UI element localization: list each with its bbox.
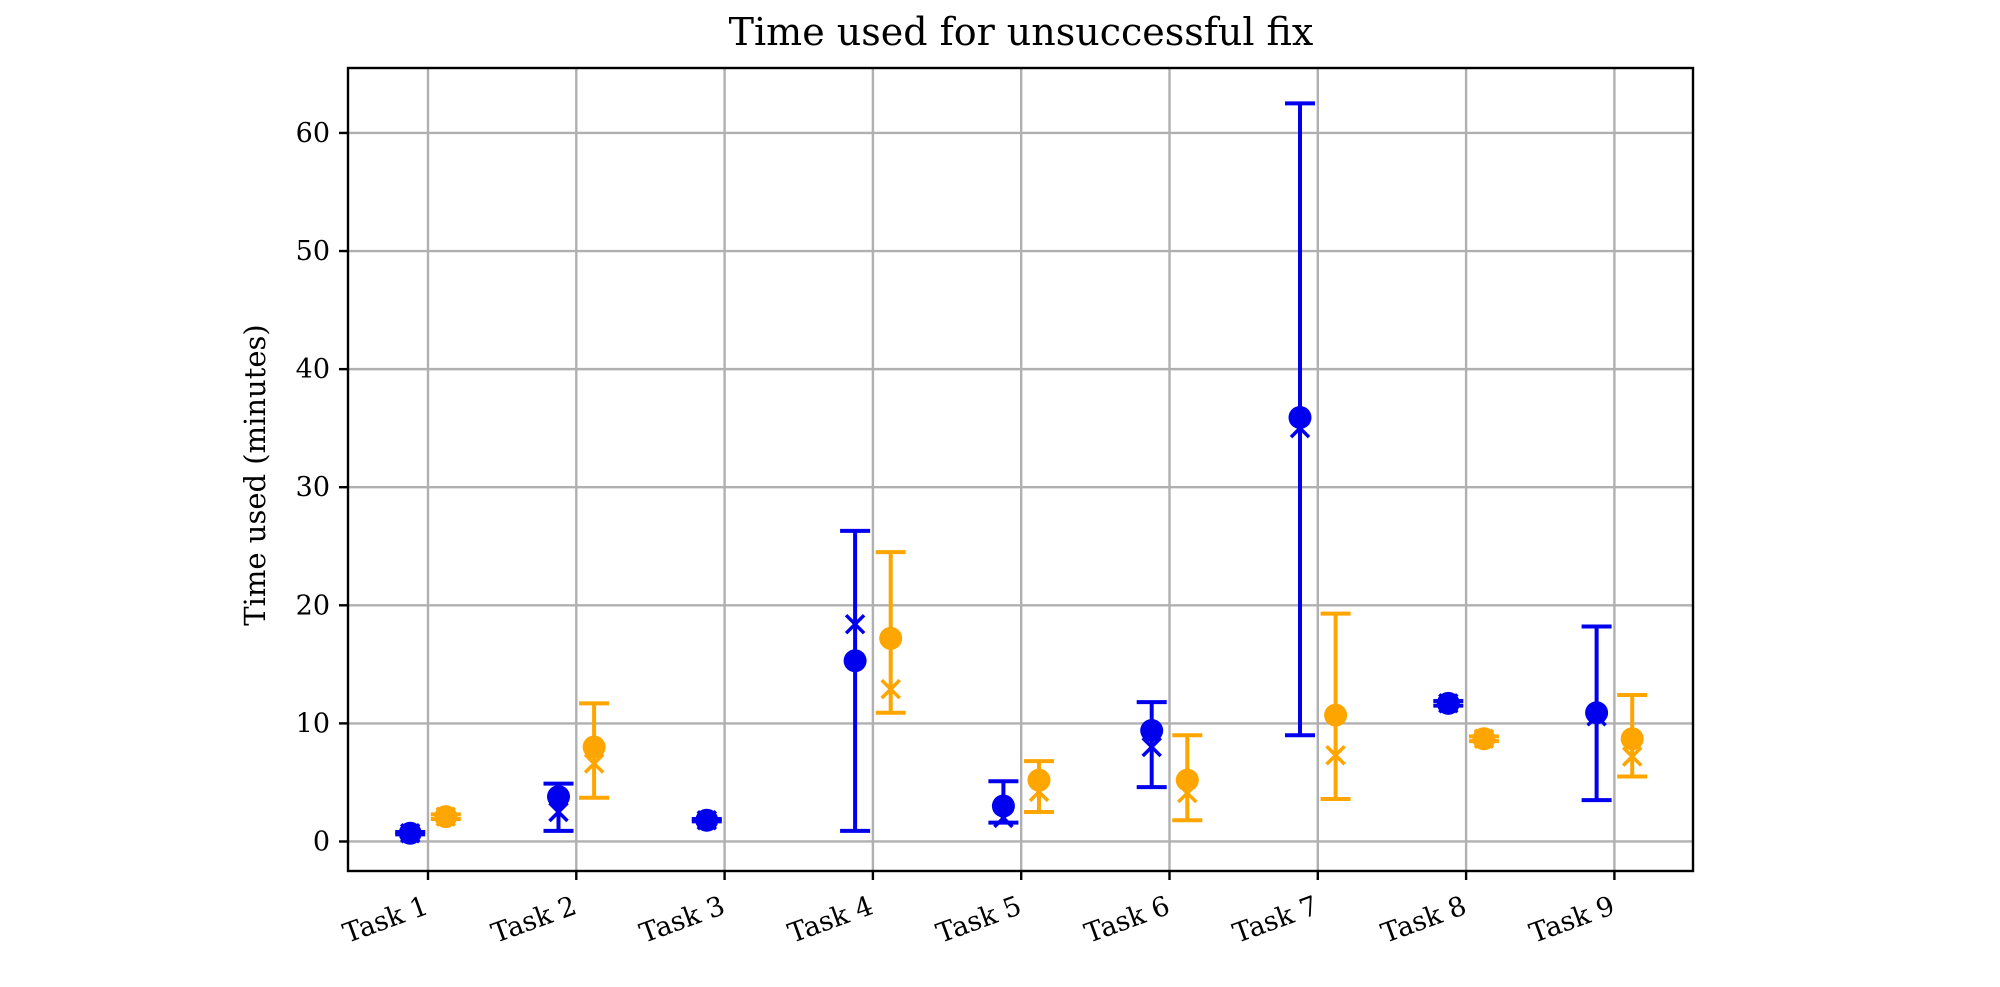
mean-marker: [398, 821, 422, 845]
mean-marker: [1324, 703, 1348, 727]
x-tick-label: Task 5: [932, 890, 1025, 949]
y-tick-label: 40: [296, 354, 330, 385]
median-marker: [1141, 736, 1162, 758]
mean-marker: [434, 805, 458, 829]
series-2: [430, 550, 1648, 829]
mean-marker: [1288, 406, 1312, 430]
series-layer: [395, 101, 1648, 845]
x-tick-label: Task 8: [1377, 890, 1470, 949]
x-tick-label: Task 6: [1081, 890, 1174, 949]
mean-marker: [1140, 718, 1164, 742]
median-marker: [880, 678, 901, 700]
x-tick-label: Task 9: [1525, 890, 1618, 949]
mean-marker: [843, 649, 867, 673]
median-marker: [583, 753, 605, 774]
mean-marker: [1175, 768, 1199, 792]
y-tick-label: 60: [296, 118, 330, 149]
median-marker: [1325, 745, 1346, 766]
y-tick-label: 0: [313, 826, 330, 857]
mean-marker: [1620, 727, 1644, 751]
grid: [348, 68, 1693, 871]
mean-marker: [879, 626, 903, 650]
x-tick-label: Task 7: [1229, 890, 1322, 949]
mean-marker: [582, 735, 606, 759]
x-tick-label: Task 4: [784, 890, 877, 949]
mean-marker: [1436, 691, 1460, 715]
median-marker: [1621, 746, 1643, 767]
axis-ticks: 0 10 20 30 40 50 60 Task 1 Task 2 Task 3 Task 4 Tas…: [296, 118, 1619, 950]
y-tick-label: 50: [296, 236, 330, 267]
x-tick-label: Task 3: [636, 890, 729, 949]
y-tick-label: 10: [296, 708, 330, 739]
x-tick-label: Task 2: [487, 890, 580, 949]
mean-marker: [547, 785, 571, 809]
mean-marker: [1472, 727, 1496, 751]
mean-marker: [1585, 701, 1609, 725]
y-tick-label: 30: [296, 472, 330, 503]
mean-marker: [991, 794, 1015, 818]
chart-title: Time used for unsuccessful fix: [729, 10, 1314, 54]
mean-marker: [1027, 768, 1051, 792]
series-1: [395, 101, 1612, 845]
mean-marker: [695, 808, 719, 832]
x-tick-label: Task 1: [339, 890, 432, 949]
median-marker: [844, 613, 866, 635]
y-axis-label: Time used (minutes): [238, 324, 272, 625]
y-tick-label: 20: [296, 590, 330, 621]
